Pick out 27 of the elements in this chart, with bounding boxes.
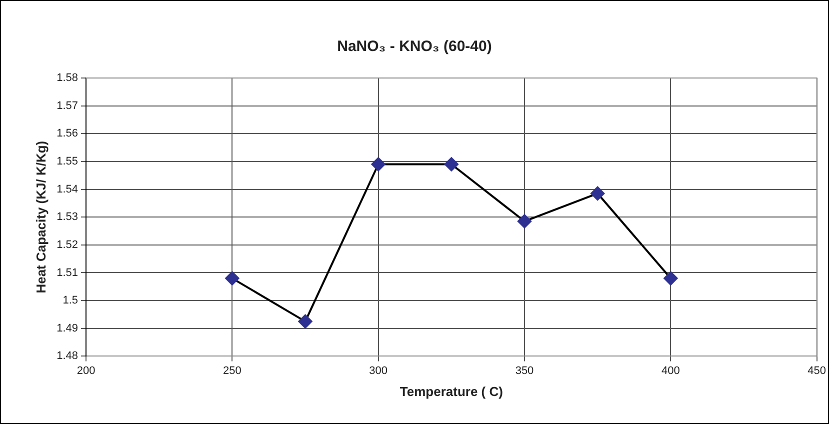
point [590, 186, 605, 200]
point [518, 214, 532, 228]
x-tick-label: 350 [515, 364, 534, 377]
y-tick-label: 1.57 [56, 100, 78, 112]
point [664, 271, 678, 286]
y-tick-label: 1.55 [56, 155, 78, 168]
y-tick-label: 1.48 [56, 350, 78, 362]
point [371, 157, 386, 172]
x-tick-label: 300 [369, 364, 388, 377]
y-tick-label: 1.52 [56, 238, 78, 251]
y-tick-label: 1.49 [56, 322, 78, 334]
y-tick-label: 1.5 [62, 294, 78, 307]
point [444, 157, 458, 172]
x-tick-label: 400 [661, 364, 680, 377]
y-tick-label: 1.54 [56, 183, 78, 196]
point [298, 314, 312, 328]
chart-title: NaNO₃ - KNO₃ (60-40) [336, 38, 493, 55]
x-tick-label: 250 [222, 364, 242, 377]
y-axis-title: Heat Capacity (KJ/ K/Kg) [33, 140, 48, 294]
point [225, 271, 240, 286]
y-tick-label: 1.53 [56, 211, 78, 224]
y-tick-label: 1.56 [56, 128, 78, 140]
x-tick-label: 450 [808, 364, 826, 377]
x-tick-label: 200 [76, 364, 96, 377]
y-tick-label: 1.51 [56, 266, 78, 279]
x-axis-title: Temperature ( C) [400, 384, 503, 399]
y-tick-label: 1.58 [56, 72, 78, 84]
